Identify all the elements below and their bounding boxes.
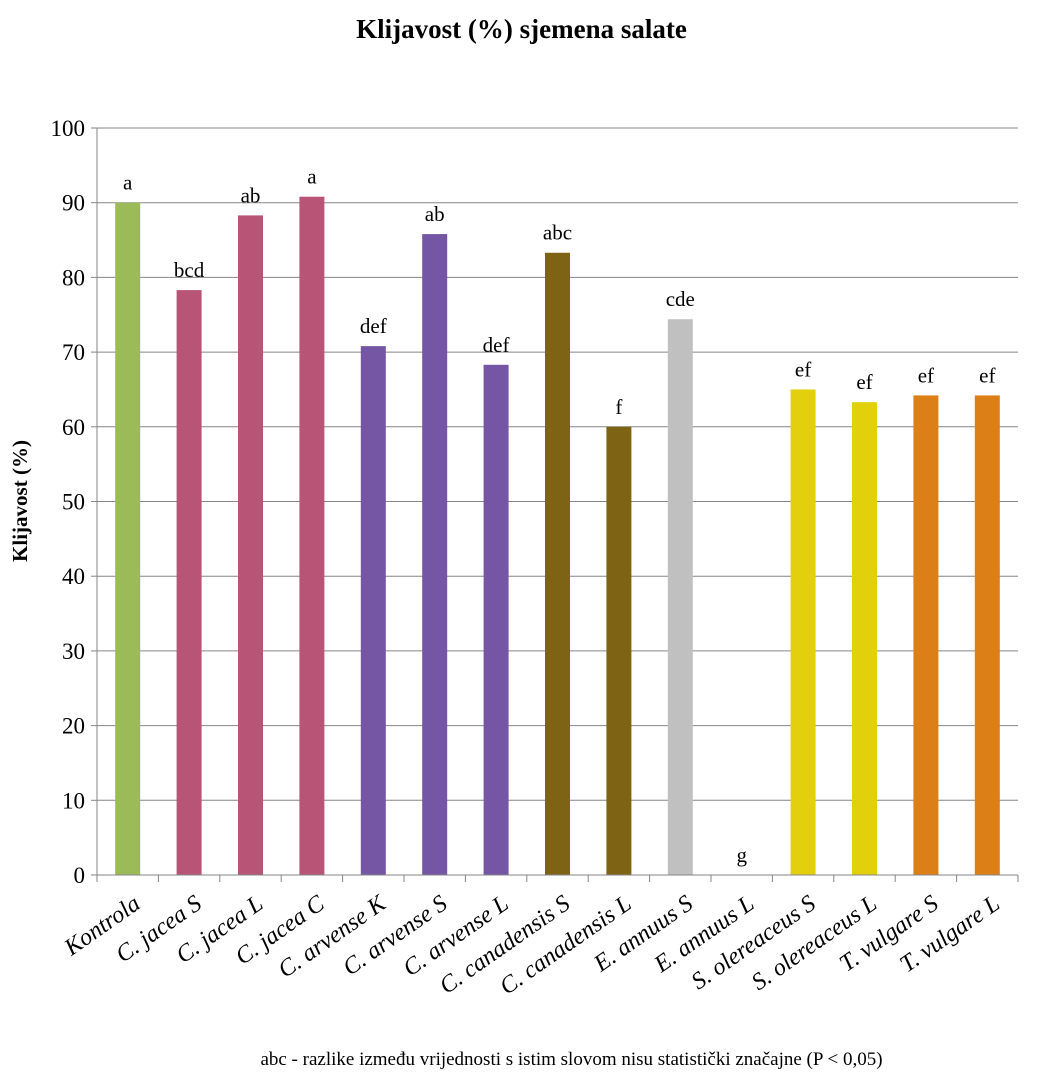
bar [913,395,939,875]
y-axis-label: Klijavost (%) [8,440,32,562]
y-tick-label: 50 [62,490,85,515]
y-tick-label: 10 [62,788,85,813]
bars [115,196,1000,876]
bar [790,389,816,875]
data-label: ef [918,363,934,387]
y-tick-label: 0 [74,863,86,888]
y-tick-label: 30 [62,639,85,664]
y-tick-label: 40 [62,564,85,589]
data-label: ab [425,202,445,226]
y-tick-labels: 0 10 20 30 40 50 60 70 80 90 100 [51,116,86,888]
y-tick-label: 20 [62,714,85,739]
data-label: a [123,171,133,195]
chart-title: Klijavost (%) sjemena salate [356,14,687,44]
y-tick-label: 100 [51,116,86,141]
data-label: ef [979,363,995,387]
significance-note: abc - razlike između vrijednosti s istim… [260,1049,883,1070]
bar [606,426,632,875]
y-tick-label: 60 [62,415,85,440]
data-label: cde [666,287,695,311]
bar [483,364,509,875]
y-tick-label: 80 [62,265,85,290]
axes [91,127,1019,882]
data-label: bcd [174,258,205,282]
data-label: ef [795,357,811,381]
bar [115,202,141,875]
bar [299,196,325,875]
y-tick-label: 90 [62,191,85,216]
bar [238,215,263,876]
bar [360,346,386,875]
data-label: def [483,333,510,357]
data-labels: a bcd ab a def ab def abc f cde g ef ef ef ef [123,165,995,867]
bar [974,395,1000,875]
data-label: f [615,395,622,419]
y-tick-label: 70 [62,340,85,365]
data-label: ef [856,370,872,394]
bar [852,402,877,875]
bar [176,290,202,875]
data-label: a [307,165,317,189]
data-label: g [736,843,747,867]
data-label: def [360,314,387,338]
bar [667,319,693,875]
data-label: abc [543,221,572,245]
bar [422,234,448,876]
bar [545,252,570,875]
data-label: ab [241,183,261,207]
